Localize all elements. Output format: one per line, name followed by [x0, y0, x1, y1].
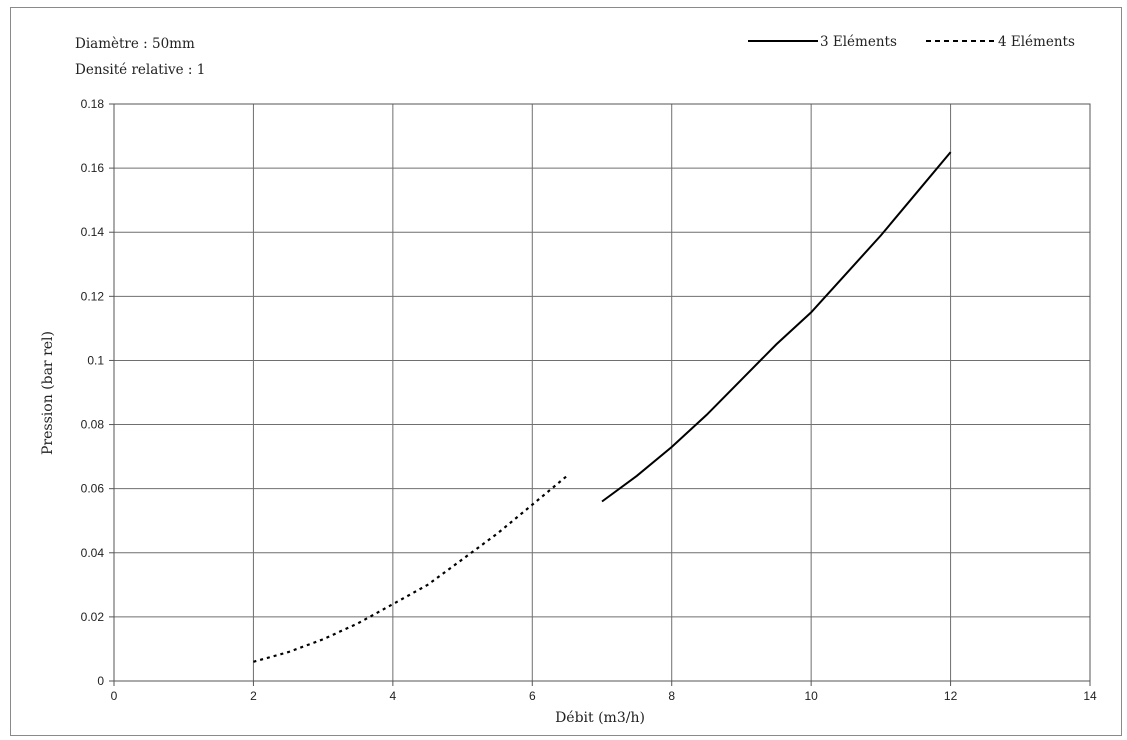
- x-tick-label: 8: [668, 689, 675, 703]
- legend-label-2: 4 Eléments: [998, 34, 1075, 50]
- axes: [109, 103, 1091, 686]
- density-annotation: Densité relative : 1: [75, 62, 206, 78]
- y-tick-label: 0.14: [81, 225, 105, 239]
- y-tick-label: 0.18: [81, 97, 105, 111]
- x-tick-label: 4: [390, 689, 397, 703]
- chart-frame: [10, 7, 1122, 736]
- x-tick-label: 10: [804, 689, 818, 703]
- y-tick-label: 0.02: [81, 610, 105, 624]
- series-line-2: [253, 474, 568, 663]
- plot-border: [113, 103, 1091, 682]
- legend-label-1: 3 Eléments: [820, 34, 897, 50]
- y-tick-label: 0.12: [81, 289, 105, 303]
- x-tick-labels: 0 2 4 6 8 10 12 14: [111, 689, 1097, 703]
- y-tick-label: 0.04: [81, 546, 105, 560]
- y-tick-label: 0: [97, 674, 104, 688]
- y-tick-label: 0.08: [81, 418, 105, 432]
- diameter-annotation: Diamètre : 50mm: [75, 36, 195, 52]
- y-tick-label: 0.06: [81, 482, 105, 496]
- y-tick-label: 0.16: [81, 161, 105, 175]
- y-axis-label: Pression (bar rel): [40, 331, 56, 455]
- x-tick-label: 2: [250, 689, 257, 703]
- x-axis-label: Débit (m3/h): [555, 710, 645, 726]
- y-tick-label: 0.1: [87, 353, 104, 367]
- x-tick-label: 14: [1083, 689, 1097, 703]
- legend: 3 Eléments 4 Eléments: [748, 34, 1075, 50]
- series-lines: [253, 151, 952, 663]
- x-tick-label: 12: [944, 689, 958, 703]
- series-line-1: [601, 151, 952, 503]
- y-tick-labels: 0 0.02 0.04 0.06 0.08 0.1 0.12 0.14 0.16 0.18: [81, 97, 105, 688]
- grid-lines: [113, 103, 1091, 682]
- x-tick-label: 6: [529, 689, 536, 703]
- x-tick-label: 0: [111, 689, 118, 703]
